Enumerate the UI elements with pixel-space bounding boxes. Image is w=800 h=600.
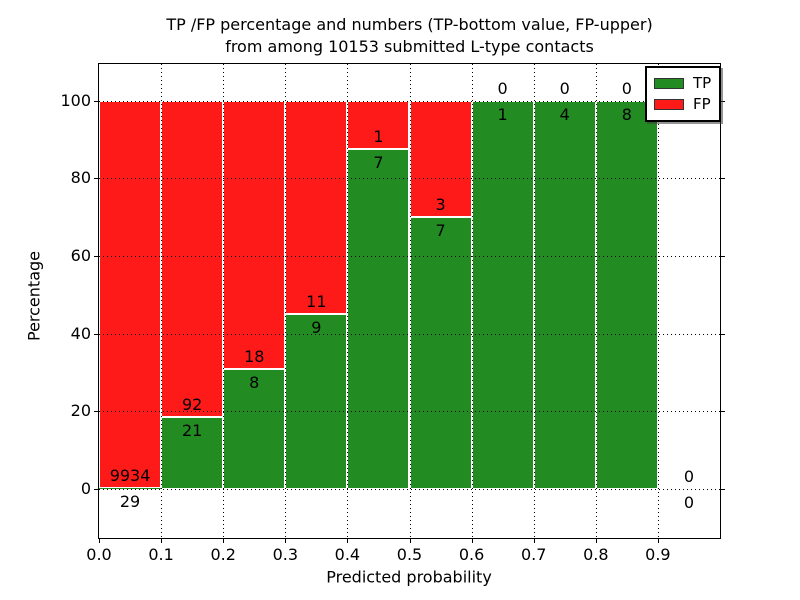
y-tick-mark (94, 333, 99, 335)
v-gridline (471, 64, 473, 538)
v-gridline (533, 64, 535, 538)
tp-count-label: 9 (311, 318, 322, 338)
x-tick-mark (223, 538, 225, 543)
x-tick-mark (161, 538, 163, 543)
y-tick-label: 20 (70, 401, 91, 421)
y-tick-mark (94, 100, 99, 102)
y-tick-mark-right (720, 178, 725, 180)
bar-segment-fp (409, 100, 472, 218)
x-tick-label: 0.7 (520, 545, 547, 564)
fp-count-label: 0 (497, 78, 508, 98)
bar-segment-tp (285, 314, 348, 490)
tp-color-swatch (654, 78, 684, 89)
fp-count-label: 18 (244, 347, 265, 367)
y-tick-mark-right (720, 489, 725, 491)
fp-count-label: 0 (559, 78, 570, 98)
legend-label-tp: TP (693, 74, 712, 92)
bar-segment-tp (161, 416, 224, 490)
tp-count-label: 0 (683, 493, 695, 513)
tp-count-label: 21 (181, 420, 203, 440)
y-tick-label: 100 (60, 90, 91, 110)
tp-count-label: 4 (559, 104, 570, 124)
x-tick-mark (285, 538, 287, 543)
bar-segment-tp (595, 100, 658, 490)
v-gridline (223, 64, 225, 538)
y-tick-label: 40 (70, 323, 91, 343)
y-tick-mark (94, 178, 99, 180)
fp-count-label: 9934 (109, 465, 151, 485)
y-tick-mark (94, 489, 99, 491)
x-tick-label: 0.3 (272, 545, 299, 564)
chart-title-line2: from among 10153 submitted L-type contac… (225, 37, 594, 56)
v-gridline (347, 64, 349, 538)
fp-count-label: 11 (306, 292, 327, 312)
y-tick-mark-right (720, 333, 725, 335)
tp-count-label: 7 (435, 221, 446, 241)
x-tick-label: 0.2 (210, 545, 236, 564)
y-tick-mark (94, 255, 99, 257)
x-tick-label: 0.6 (458, 545, 485, 564)
fp-color-swatch (654, 99, 684, 110)
y-tick-label: 60 (70, 245, 91, 265)
v-gridline (285, 64, 287, 538)
tp-count-label: 8 (249, 373, 260, 393)
x-tick-mark (471, 538, 473, 543)
tp-count-label: 29 (119, 491, 141, 511)
tp-count-label: 1 (497, 104, 508, 124)
legend-entry-tp: TP (654, 73, 711, 94)
legend: TP FP (645, 66, 722, 122)
legend-label-fp: FP (693, 95, 711, 113)
x-tick-mark (99, 538, 100, 543)
bar-segment-fp (223, 100, 286, 370)
tp-count-label: 8 (621, 104, 632, 124)
y-tick-mark-right (720, 255, 725, 257)
bar-segment-tp (471, 100, 534, 490)
fp-count-label: 3 (435, 195, 446, 215)
bar-segment-fp (99, 100, 162, 488)
x-tick-mark (657, 538, 659, 543)
x-tick-mark (409, 538, 411, 543)
x-tick-label: 0.8 (583, 545, 609, 564)
x-tick-label: 0.4 (334, 545, 361, 564)
v-gridline (409, 64, 411, 538)
bar-segment-fp (161, 100, 224, 417)
chart-title: TP /FP percentage and numbers (TP-bottom… (99, 14, 720, 58)
v-gridline (657, 64, 659, 538)
tp-count-label: 7 (373, 153, 384, 173)
x-tick-label: 0.5 (396, 545, 423, 564)
fp-count-label: 0 (683, 467, 695, 487)
x-tick-label: 0.9 (645, 545, 671, 564)
bar-segment-tp (533, 100, 596, 490)
x-tick-mark (595, 538, 597, 543)
chart-title-line1: TP /FP percentage and numbers (TP-bottom… (166, 15, 653, 34)
bar-segment-tp (409, 217, 472, 490)
fp-count-label: 92 (181, 394, 203, 414)
y-tick-mark-right (720, 100, 725, 102)
y-tick-mark-right (720, 411, 725, 413)
legend-entry-fp: FP (654, 94, 711, 115)
x-tick-mark (347, 538, 349, 543)
x-axis-label: Predicted probability (326, 567, 492, 587)
bar-segment-tp (99, 487, 162, 490)
fp-count-label: 1 (373, 127, 384, 147)
x-tick-mark (533, 538, 535, 543)
x-tick-label: 0.1 (148, 545, 174, 564)
x-tick-label: 0.0 (86, 545, 112, 564)
v-gridline (161, 64, 163, 538)
bar-segment-tp (347, 149, 410, 490)
y-tick-label: 80 (70, 168, 91, 188)
bar-segment-fp (285, 100, 348, 315)
y-tick-mark (94, 411, 99, 413)
y-tick-label: 0 (80, 479, 91, 499)
plot-area: TP FP 9934 29 92 21 18 8 11 9 1 7 3 7 0 1 0 4 0 8 0 0 0 20 40 6… (60, 63, 725, 564)
v-gridline (595, 64, 597, 538)
fp-count-label: 0 (621, 78, 632, 98)
